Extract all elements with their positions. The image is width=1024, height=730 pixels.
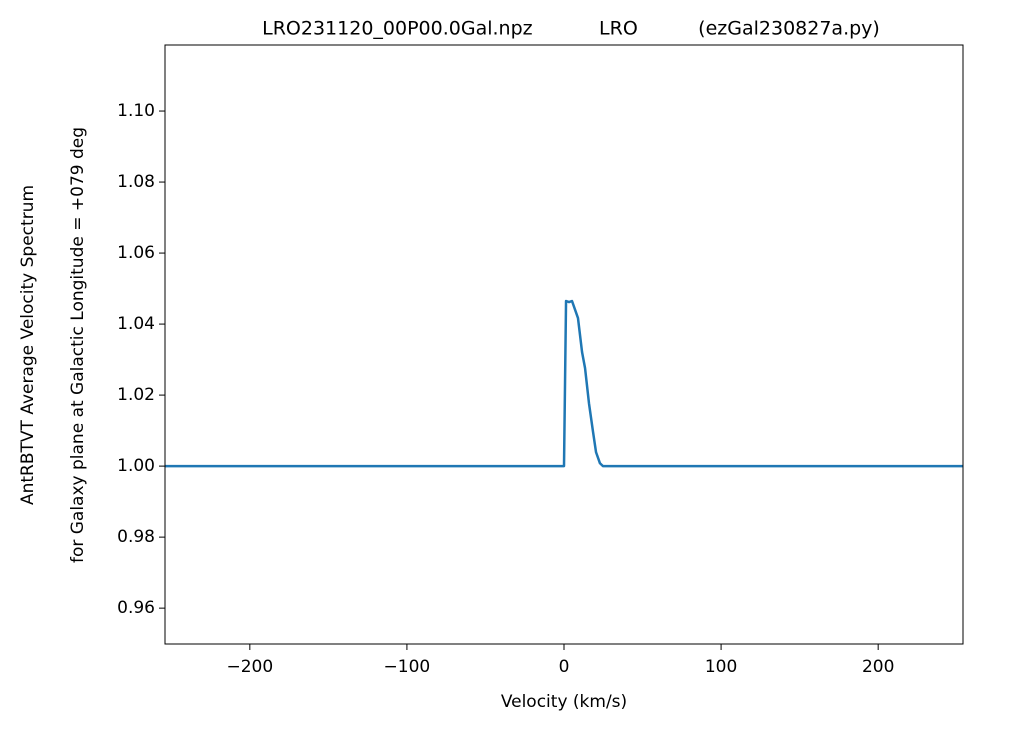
x-tick-label: 200	[862, 657, 894, 677]
chart-title: LRO231120_00P00.0Gal.npz LRO (ezGal23082…	[262, 18, 880, 40]
y-tick-label: 0.96	[117, 598, 155, 618]
y-axis-label: AntRBTVT Average Velocity Spectrum	[18, 185, 38, 505]
y-tick-label: 1.00	[117, 456, 155, 476]
plot-frame	[164, 44, 964, 645]
y-tick-label: 1.06	[117, 243, 155, 263]
x-tick-label: −200	[226, 657, 273, 677]
x-tick-label: −100	[384, 657, 431, 677]
x-tick-label: 0	[559, 657, 570, 677]
y-tick-label: 1.04	[117, 314, 155, 334]
y-tick-label: 1.02	[117, 385, 155, 405]
x-axis-label: Velocity (km/s)	[501, 692, 627, 712]
y-tick-label: 1.10	[117, 101, 155, 121]
data-line	[165, 299, 963, 468]
y-axis-label: for Galaxy plane at Galactic Longitude =…	[68, 127, 88, 563]
y-tick-label: 0.98	[117, 527, 155, 547]
y-tick-label: 1.08	[117, 172, 155, 192]
x-tick-label: 100	[705, 657, 737, 677]
